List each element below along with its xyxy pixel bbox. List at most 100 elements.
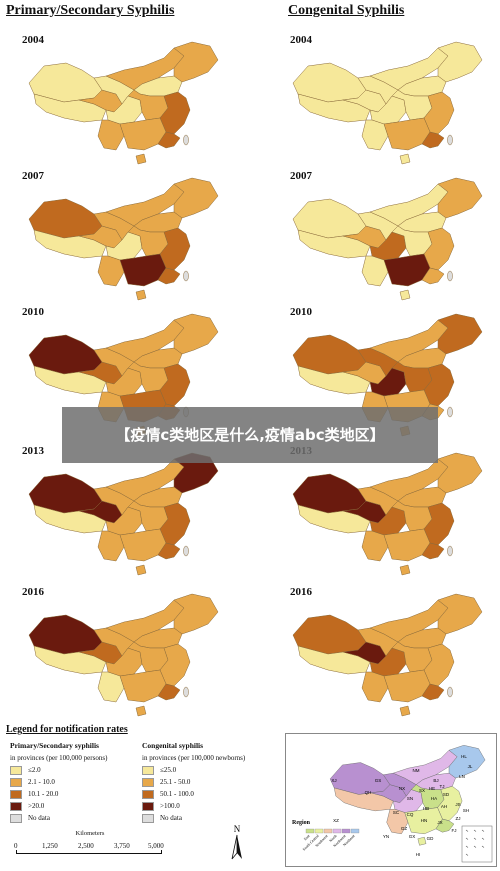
province-label: XZ — [333, 818, 339, 823]
map-primary-2013 — [24, 449, 224, 579]
province-northeast — [437, 41, 483, 83]
province-east — [159, 363, 191, 407]
province-label: HI — [416, 852, 421, 857]
province-hainan — [135, 705, 147, 717]
legend-primary-unit: in provinces (per 100,000 persons) — [10, 754, 108, 762]
province-northeast — [437, 593, 483, 635]
province-label: SX — [419, 788, 425, 793]
province-fujian — [421, 131, 445, 149]
province-label: SN — [407, 796, 413, 801]
province-northeast — [437, 313, 483, 355]
province-label: GD — [427, 836, 435, 841]
province-taiwan — [183, 270, 189, 282]
province-xizang — [297, 504, 371, 534]
legend-congenital-item-5: No data — [142, 812, 245, 824]
year-label-left-2007: 2007 — [22, 170, 44, 182]
dash-line — [465, 837, 469, 840]
region-legend-swatch — [332, 828, 342, 834]
province-yunnan — [361, 530, 389, 562]
map-primary-2004 — [24, 38, 224, 168]
province-yunnan — [97, 119, 125, 151]
province-hainan — [135, 153, 147, 165]
legend-label: 10.1 - 20.0 — [28, 790, 59, 798]
scale-tick: 2,500 — [78, 842, 94, 850]
legend-label: ≤25.0 — [160, 766, 177, 774]
province-south — [119, 669, 167, 703]
dash-line — [465, 853, 469, 856]
china-map-svg — [292, 593, 483, 717]
province-label: HA — [431, 796, 437, 801]
province-south — [119, 528, 167, 562]
province-south — [383, 117, 431, 151]
legend-congenital-item-4: >100.0 — [142, 800, 245, 812]
province-xizang — [33, 645, 107, 675]
north-label: N — [234, 824, 241, 834]
year-label-right-2010: 2010 — [290, 306, 312, 318]
swatch — [10, 801, 22, 811]
province-yunnan — [97, 671, 125, 703]
swatch — [142, 789, 154, 799]
legend-primary: Primary/Secondary syphilis in provinces … — [10, 740, 107, 824]
china-map-svg — [28, 593, 219, 717]
legend-primary-item-5: No data — [10, 812, 107, 824]
swatch — [10, 765, 22, 775]
province-fujian — [157, 131, 181, 149]
province-label: JX — [437, 820, 442, 825]
swatch — [142, 813, 154, 823]
legend-label: No data — [160, 814, 182, 822]
province-east — [423, 91, 455, 135]
province-label: XJ — [331, 778, 336, 783]
china-map-svg — [292, 41, 483, 165]
province-label: ZJ — [456, 816, 461, 821]
primary-syphilis-title: Primary/Secondary Syphilis — [6, 3, 175, 18]
province-hainan — [135, 564, 147, 576]
province-south — [119, 117, 167, 151]
map-congenital-2004 — [288, 38, 488, 168]
legend-label: 25.1 - 50.0 — [160, 778, 191, 786]
province-yunnan — [361, 119, 389, 151]
year-label-right-2007: 2007 — [290, 170, 312, 182]
province-label: AH — [441, 804, 447, 809]
overlay-banner[interactable]: 【疫情c类地区是什么,疫情abc类地区】 — [62, 407, 438, 463]
dash-line — [481, 845, 485, 848]
year-label-left-2016: 2016 — [22, 586, 44, 598]
province-fujian — [421, 267, 445, 285]
province-xizang — [33, 504, 107, 534]
legend-congenital-item-1: ≤25.0 — [142, 764, 245, 776]
province-south — [383, 669, 431, 703]
province-xizang — [297, 365, 371, 395]
region-fujian — [435, 818, 455, 833]
scale-tick: 1,250 — [42, 842, 58, 850]
province-label: GS — [375, 778, 382, 783]
year-label-right-2016: 2016 — [290, 586, 312, 598]
year-label-right-2004: 2004 — [290, 34, 312, 46]
province-east — [423, 227, 455, 271]
province-hainan — [399, 289, 411, 301]
legend-primary-item-2: 2.1 - 10.0 — [10, 776, 107, 788]
province-northeast — [173, 593, 219, 635]
map-congenital-2007 — [288, 174, 488, 304]
province-northeast — [173, 313, 219, 355]
legend-congenital-item-3: 50.1 - 100.0 — [142, 788, 245, 800]
province-taiwan — [447, 134, 453, 146]
legend-label: >20.0 — [28, 802, 45, 810]
province-xizang — [33, 365, 107, 395]
province-taiwan — [447, 545, 453, 557]
province-yunnan — [361, 671, 389, 703]
scale-tick: 0 — [14, 842, 18, 850]
year-label-left-2013: 2013 — [22, 445, 44, 457]
swatch — [10, 777, 22, 787]
province-label: QH — [365, 790, 372, 795]
swatch — [142, 765, 154, 775]
region-yunnan — [386, 809, 409, 835]
scale-tick: 3,750 — [114, 842, 130, 850]
scale-unit: Kilometers — [75, 830, 105, 837]
china-map-svg — [28, 41, 219, 165]
province-taiwan — [183, 545, 189, 557]
swatch — [10, 789, 22, 799]
province-east — [159, 227, 191, 271]
province-label: CQ — [407, 812, 414, 817]
dash-line — [465, 845, 469, 848]
province-label: FJ — [452, 828, 457, 833]
